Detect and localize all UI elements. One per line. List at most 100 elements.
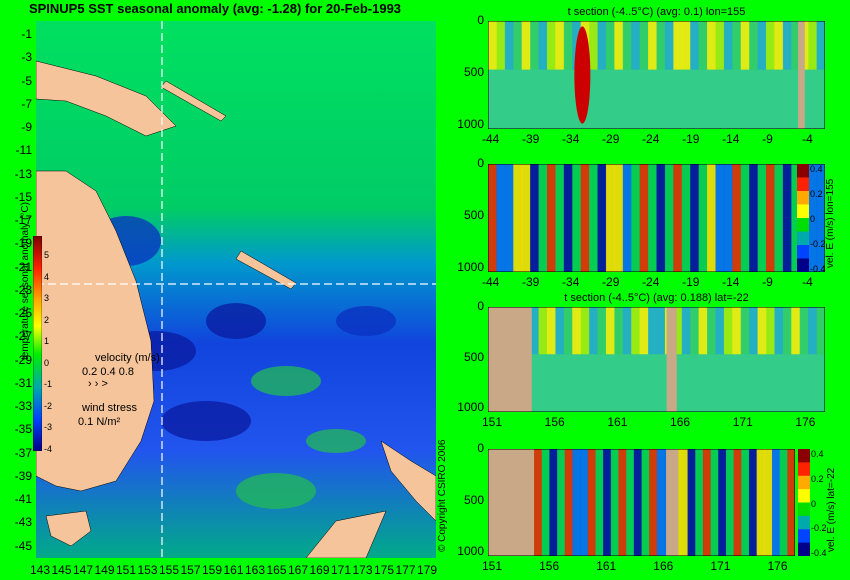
map-colorbar-tick: 1 [44,336,50,346]
section-stripe [656,449,666,556]
section-x-tick: -34 [562,275,580,289]
section-stripe [538,307,548,355]
section-stripe [614,21,624,70]
section-stripe [791,307,801,355]
map-x-tick: 149 [94,563,115,577]
section-stripe [639,307,649,355]
section-colorbar-tick: 0.4 [811,449,824,459]
section-stripe [695,449,704,556]
map-y-tick: -9 [21,120,32,134]
section-x-tick: -19 [682,132,700,146]
section-colorbar-tick: -0.4 [810,264,826,274]
section-x-tick: -14 [722,132,740,146]
section-stripe [648,307,657,355]
section-y-tick: 500 [463,65,484,79]
map-colorbar-tick: 4 [44,271,50,282]
section-stripe [774,307,784,355]
map-y-tick: -15 [14,189,32,204]
map-y-tick: -37 [14,445,32,460]
section-stripe [530,307,540,355]
section-stripe [488,21,497,70]
section-x-tick: -39 [522,275,540,289]
section-stripe [496,164,506,272]
section-stripe [749,21,759,70]
map-y-tick: -13 [14,166,32,181]
section-stripe [740,307,750,355]
section-stripe [748,449,758,556]
section-stripe [782,307,792,355]
land-png [36,60,177,137]
section-stripe [546,164,556,272]
section-stripe [488,164,497,272]
section-stripe [740,164,750,272]
section-x-tick: 166 [653,559,674,573]
section-stripe [791,21,801,70]
section-stripe [808,164,818,272]
land-mask [488,307,532,412]
velocity-legend-arrows: › › > [88,378,108,390]
section-y-tick: 500 [463,208,484,222]
section-stripe [779,449,788,556]
map-y-tick: -3 [21,50,32,65]
section-stripe [673,21,683,70]
section-stripe [757,164,767,272]
section-stripe [563,307,573,355]
section-stripe [749,307,759,355]
map-y-tick: -17 [14,213,32,227]
section-stripe [580,164,590,272]
sst-map [36,21,436,558]
map-x-tick: 151 [116,563,137,577]
section-stripe [702,449,712,556]
section-y-tick: 0 [477,441,484,455]
map-colorbar-tick: -1 [44,379,53,389]
section-colorbar-tick: -0.2 [811,523,827,534]
section-plot [488,21,825,129]
section-stripe [580,307,590,355]
section-stripe [563,21,573,70]
section-stripe [513,164,523,272]
section-stripe [649,449,658,556]
section-colorbar-label: vel. E (m/s) lon=155 [825,178,836,268]
map-x-tick: 171 [331,563,352,577]
map-y-tick: -5 [21,73,32,88]
section-stripe [595,449,604,556]
section-x-tick: -29 [602,132,620,146]
land-new-zealand [305,440,436,558]
section-stripe [580,449,589,556]
map-x-tick: 145 [51,563,72,577]
map-y-tick: -1 [21,27,32,41]
map-y-tick: -35 [14,422,32,437]
section-stripe [679,449,689,556]
section-stripe [521,21,531,70]
section-y-tick: 0 [477,299,484,313]
map-colorbar-tick: -3 [44,422,53,432]
land-mask [666,307,677,412]
section-x-tick: 171 [710,559,731,573]
section-stripe [513,21,523,70]
section-x-tick: 151 [482,415,503,429]
section-stripe [546,307,556,355]
map-colorbar-tick: 0 [44,357,50,368]
section-y-tick: 1000 [457,544,484,558]
section-stripe [641,449,650,556]
section-stripe [633,449,642,556]
section-stripe [766,21,775,70]
map-y-tick: -7 [21,96,32,111]
section-stripe [534,449,543,556]
map-colorbar-tick: 2 [44,314,50,325]
section-plot [488,449,795,556]
section-stripe [610,449,619,556]
map-y-tick: -41 [14,492,32,506]
section-colorbar-label: vel. E (m/s) lat=-22 [826,467,837,552]
section-stripe [687,449,696,556]
section-stripe [718,449,727,556]
section-stripe [631,164,641,272]
section-stripe [626,449,635,556]
map-y-tick: -11 [15,143,32,158]
map-y-tick: -45 [14,538,32,553]
map-x-tick: 167 [288,563,309,577]
section-stripe [656,307,666,355]
section-stripe [690,307,700,355]
section-stripe [555,307,565,355]
section-stripe [681,21,691,70]
